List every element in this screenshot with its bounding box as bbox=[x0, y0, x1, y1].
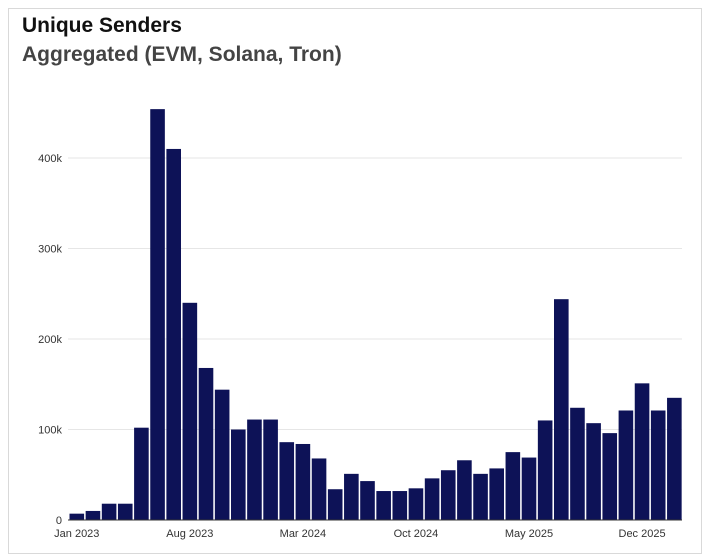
bar bbox=[150, 109, 165, 520]
bar bbox=[667, 397, 682, 520]
bar bbox=[537, 420, 553, 520]
bar bbox=[117, 503, 133, 520]
bar bbox=[570, 407, 585, 520]
bar bbox=[101, 503, 117, 520]
bar bbox=[650, 410, 666, 520]
x-tick-label: May 2025 bbox=[505, 528, 553, 540]
chart-title: Unique Senders bbox=[22, 14, 182, 37]
bar bbox=[166, 148, 181, 520]
bar bbox=[392, 491, 408, 520]
bar bbox=[134, 427, 149, 520]
bar bbox=[263, 419, 278, 520]
bar bbox=[602, 433, 618, 520]
bar bbox=[311, 458, 327, 520]
y-tick-label: 300k bbox=[38, 244, 62, 256]
bar bbox=[85, 510, 101, 520]
bar bbox=[408, 488, 424, 520]
bar bbox=[360, 481, 375, 520]
bar bbox=[634, 383, 650, 520]
bar bbox=[247, 419, 262, 520]
x-tick-label: Oct 2024 bbox=[394, 528, 439, 540]
bar bbox=[473, 473, 488, 520]
y-tick-label: 0 bbox=[56, 515, 62, 527]
bar bbox=[295, 443, 311, 520]
y-tick-label: 100k bbox=[38, 425, 62, 437]
bar bbox=[586, 423, 601, 520]
x-tick-label: Mar 2024 bbox=[280, 528, 326, 540]
x-tick-label: Aug 2023 bbox=[166, 528, 213, 540]
bar bbox=[618, 410, 634, 520]
bar bbox=[489, 468, 504, 520]
bar bbox=[521, 457, 537, 520]
y-tick-label: 200k bbox=[38, 334, 62, 346]
bar bbox=[198, 367, 214, 520]
y-tick-label: 400k bbox=[38, 153, 62, 165]
bar bbox=[344, 473, 359, 520]
bar bbox=[554, 299, 569, 520]
bar bbox=[440, 470, 456, 520]
bar bbox=[182, 302, 198, 520]
chart-subtitle: Aggregated (EVM, Solana, Tron) bbox=[22, 43, 342, 66]
x-tick-label: Jan 2023 bbox=[54, 528, 99, 540]
bar bbox=[424, 478, 440, 520]
bar bbox=[231, 429, 246, 520]
bar bbox=[505, 452, 521, 520]
bar bbox=[457, 460, 472, 520]
bar bbox=[279, 442, 295, 520]
bar bbox=[376, 491, 391, 520]
bar bbox=[69, 513, 85, 520]
x-tick-label: Dec 2025 bbox=[619, 528, 666, 540]
bar bbox=[327, 489, 343, 520]
bar bbox=[214, 389, 230, 520]
